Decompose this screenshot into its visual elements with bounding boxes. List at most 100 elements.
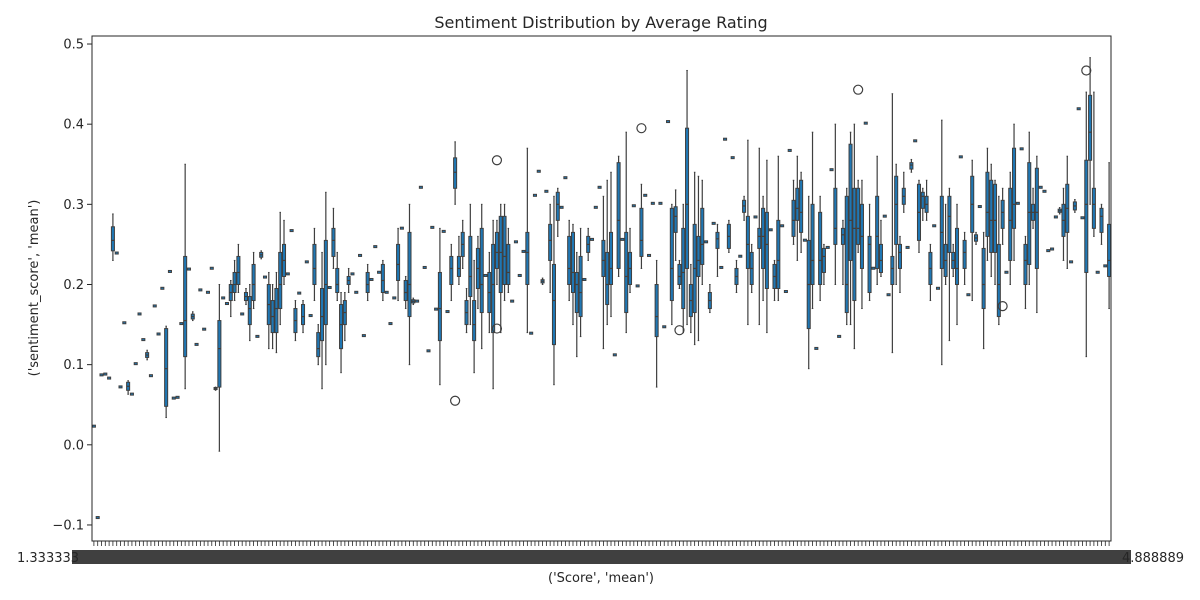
box <box>977 205 982 209</box>
box <box>582 277 587 281</box>
box <box>202 327 207 331</box>
box-iqr <box>932 224 937 228</box>
box-iqr <box>875 195 880 269</box>
box <box>636 123 647 269</box>
box <box>377 270 382 274</box>
box-iqr <box>384 290 389 294</box>
box <box>570 223 576 326</box>
box <box>529 331 534 335</box>
box-iqr <box>148 374 153 378</box>
box-iqr <box>164 328 169 407</box>
box <box>506 227 511 294</box>
box-iqr <box>738 254 743 258</box>
box-iqr <box>787 148 792 152</box>
box <box>559 205 564 209</box>
box <box>118 385 123 389</box>
box <box>183 163 188 390</box>
box <box>464 288 469 334</box>
box-iqr <box>114 251 119 255</box>
box-iqr <box>776 219 781 289</box>
box-iqr <box>339 304 344 350</box>
box <box>354 290 359 294</box>
box <box>445 310 450 314</box>
box <box>738 254 743 258</box>
box-iqr <box>1091 187 1096 229</box>
box <box>1004 270 1009 274</box>
box-iqr <box>202 327 207 331</box>
box <box>853 84 864 253</box>
box <box>742 195 747 221</box>
box <box>627 227 633 294</box>
box <box>669 203 674 326</box>
box <box>951 243 956 277</box>
box-iqr <box>989 179 994 253</box>
box-iqr <box>380 263 385 294</box>
box <box>563 176 568 180</box>
box-iqr <box>814 346 819 350</box>
box <box>107 376 112 380</box>
box <box>312 227 317 302</box>
box-iqr <box>1050 247 1055 251</box>
box <box>422 265 427 269</box>
box <box>859 179 864 310</box>
box-iqr <box>217 320 222 388</box>
box <box>91 424 96 428</box>
box <box>935 286 941 290</box>
box <box>179 322 184 326</box>
box <box>802 238 807 242</box>
box <box>997 187 1008 312</box>
box-iqr <box>897 243 902 269</box>
box-iqr <box>152 304 157 308</box>
box <box>327 286 332 289</box>
plot-frame <box>91 35 1112 542</box>
box <box>973 231 979 245</box>
box-iqr <box>612 353 617 357</box>
box-iqr <box>833 187 838 245</box>
box <box>175 395 180 399</box>
box-iqr <box>654 283 659 338</box>
box <box>198 288 203 292</box>
box <box>597 185 602 189</box>
box <box>209 266 214 270</box>
box <box>224 302 230 306</box>
box-iqr <box>312 243 317 285</box>
box-iqr <box>403 279 408 302</box>
box <box>662 325 667 329</box>
box-iqr <box>1053 215 1058 219</box>
box <box>821 243 826 285</box>
box-iqr <box>247 296 252 326</box>
box-iqr <box>799 179 804 233</box>
box-iqr <box>719 265 724 269</box>
box-iqr <box>867 235 872 294</box>
box-iqr <box>183 255 188 358</box>
box-iqr <box>388 322 393 326</box>
box-iqr <box>764 211 769 290</box>
box <box>247 283 252 342</box>
box <box>1091 91 1096 237</box>
box-iqr <box>479 227 484 314</box>
box-iqr <box>593 205 598 209</box>
box-iqr <box>1015 201 1020 205</box>
box <box>498 203 503 334</box>
box-iqr <box>570 231 576 294</box>
box <box>829 168 834 172</box>
box <box>114 251 119 255</box>
y-axis: −0.1 0.0 0.1 0.2 0.3 0.4 0.5 <box>52 38 92 533</box>
box <box>905 245 910 249</box>
box-iqr <box>1034 167 1039 269</box>
box <box>270 283 275 350</box>
box-iqr <box>1046 249 1051 253</box>
box <box>475 235 480 310</box>
box-iqr <box>745 215 750 269</box>
box-iqr <box>878 243 883 273</box>
box <box>795 155 800 261</box>
box <box>707 283 712 314</box>
box <box>589 237 595 241</box>
box <box>441 229 446 233</box>
box <box>468 203 473 326</box>
y-tick-label: 0.3 <box>63 198 84 213</box>
box-iqr <box>985 171 990 237</box>
box <box>403 275 408 310</box>
box <box>323 191 328 366</box>
